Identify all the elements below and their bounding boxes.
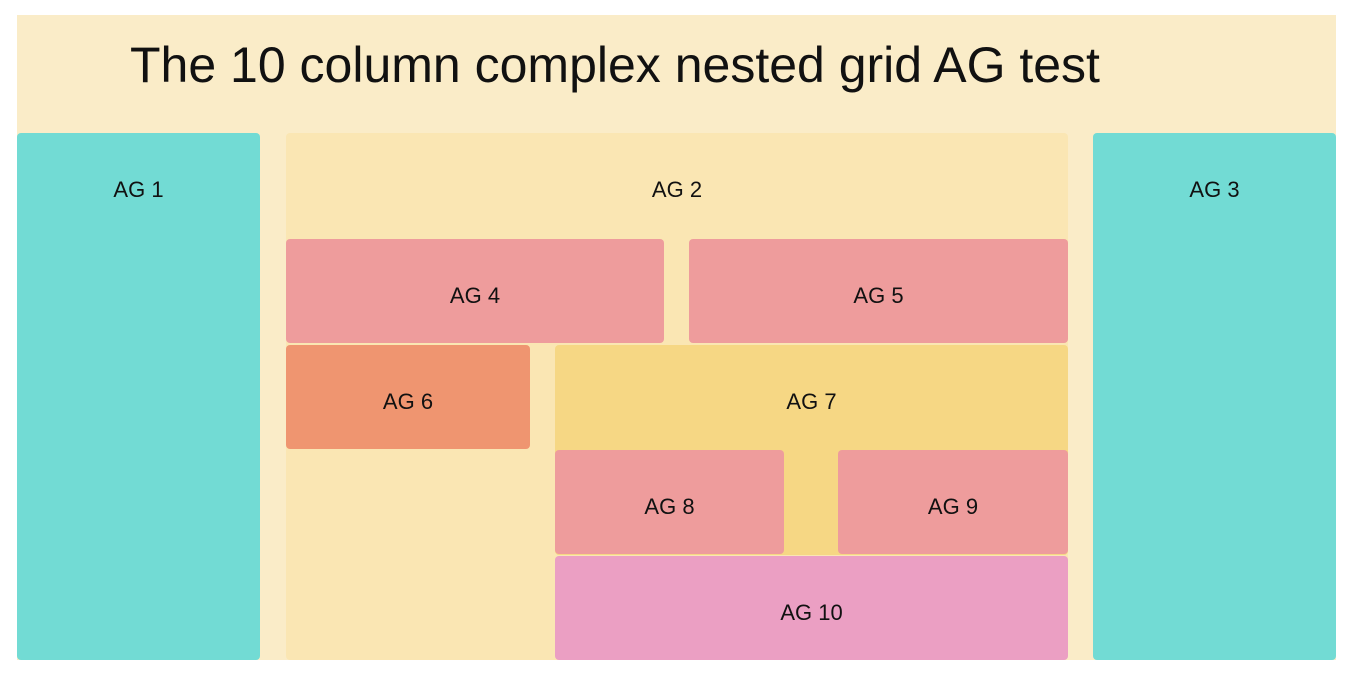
- grid-item-ag6: AG 6: [286, 345, 530, 449]
- grid-item-ag3: AG 3: [1093, 133, 1336, 660]
- grid-item-ag10: AG 10: [555, 556, 1068, 660]
- grid-item-ag1: AG 1: [17, 133, 260, 660]
- grid-item-label: AG 9: [927, 494, 979, 519]
- grid-item-label: AG 8: [644, 494, 695, 519]
- grid-item-label: AG 10: [780, 600, 843, 625]
- grid-item-label: AG 4: [449, 283, 501, 308]
- grid-item-ag9: AG 9: [838, 450, 1068, 554]
- grid-item-ag5: AG 5: [689, 239, 1068, 343]
- grid-item-label: AG 5: [853, 283, 904, 308]
- grid-item-label: AG 3: [1189, 177, 1240, 202]
- grid-item-label: AG 1: [113, 177, 164, 202]
- grid-item-label: AG 2: [651, 177, 703, 202]
- grid-item-label: AG 6: [382, 389, 434, 414]
- page-title: The 10 column complex nested grid AG tes…: [130, 37, 1100, 93]
- grid-item-ag4: AG 4: [286, 239, 664, 343]
- grid-item-ag8: AG 8: [555, 450, 784, 554]
- grid-item-label: AG 7: [786, 389, 837, 414]
